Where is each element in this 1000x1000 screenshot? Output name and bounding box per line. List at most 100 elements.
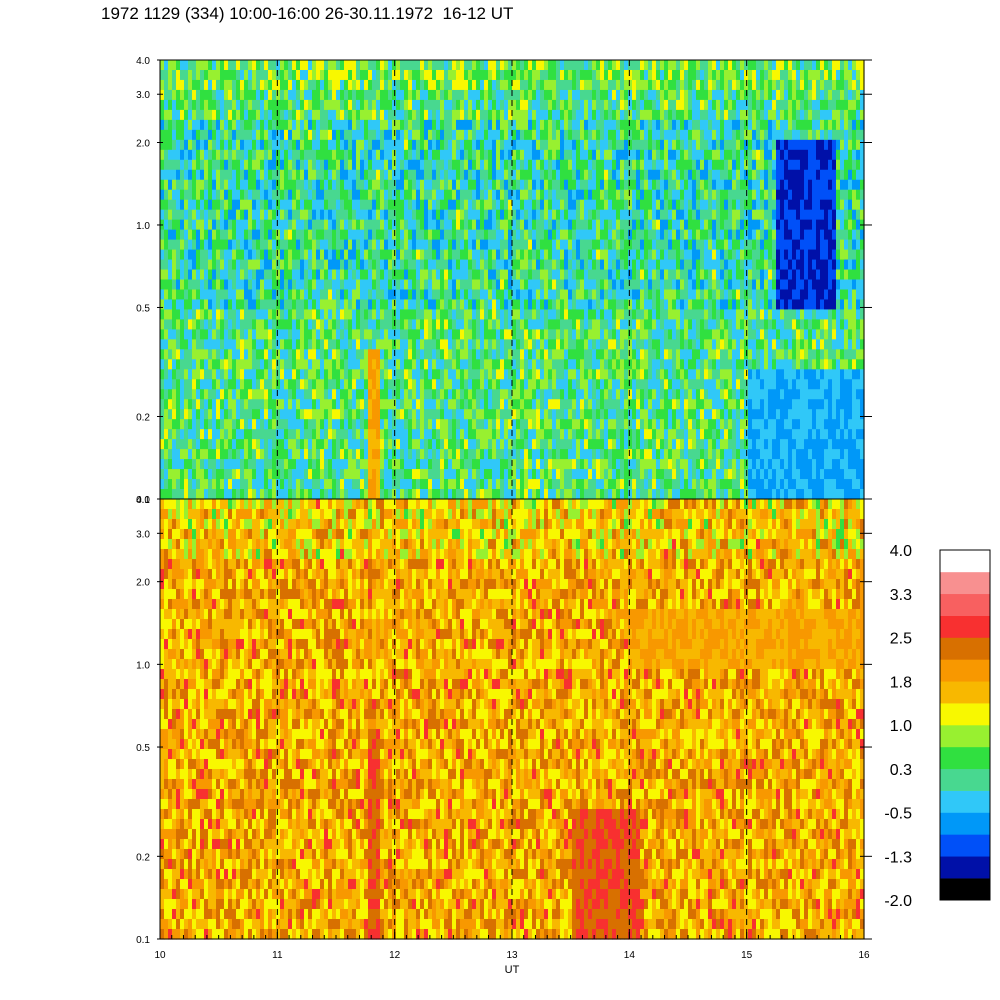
heatmap-cell [204, 119, 209, 131]
heatmap-cell [364, 359, 369, 370]
heatmap-cell [412, 489, 417, 500]
heatmap-cell [204, 289, 209, 301]
heatmap-cell [332, 319, 337, 330]
heatmap-cell [396, 239, 401, 251]
heatmap-cell [488, 229, 493, 241]
heatmap-cell [552, 109, 557, 121]
heatmap-cell [544, 259, 549, 271]
heatmap-cell [396, 459, 401, 470]
heatmap-cell [400, 189, 405, 201]
heatmap-cell [568, 119, 573, 131]
heatmap-cell [596, 299, 601, 311]
heatmap-cell [484, 139, 489, 151]
heatmap-cell [224, 219, 229, 231]
heatmap-cell [272, 449, 277, 460]
heatmap-cell [348, 269, 353, 281]
heatmap-cell [356, 399, 361, 410]
heatmap-cell [440, 189, 445, 201]
heatmap-cell [612, 289, 617, 301]
heatmap-cell [316, 99, 321, 111]
heatmap-cell [168, 149, 173, 161]
heatmap-cell [324, 149, 329, 161]
heatmap-cell [576, 379, 581, 390]
heatmap-cell [528, 129, 533, 141]
heatmap-cell [544, 219, 549, 231]
heatmap-cell [448, 139, 453, 151]
heatmap-cell [276, 479, 281, 490]
heatmap-cell [316, 69, 321, 81]
heatmap-cell [360, 389, 365, 400]
heatmap-cell [356, 219, 361, 231]
heatmap-cell [544, 449, 549, 460]
heatmap-cell [208, 199, 213, 211]
heatmap-cell [540, 389, 545, 400]
heatmap-cell [312, 119, 317, 131]
heatmap-cell [564, 239, 569, 251]
heatmap-cell [460, 179, 465, 191]
heatmap-cell [180, 349, 185, 360]
heatmap-cell [560, 409, 565, 420]
heatmap-cell [512, 149, 517, 161]
heatmap-cell [464, 429, 469, 440]
heatmap-cell [348, 439, 353, 450]
heatmap-cell [476, 279, 481, 291]
heatmap-cell [488, 199, 493, 211]
heatmap-cell [584, 199, 589, 211]
heatmap-cell [564, 379, 569, 390]
heatmap-cell [196, 79, 201, 91]
heatmap-cell [444, 209, 449, 221]
heatmap-cell [608, 409, 613, 420]
heatmap-cell [164, 489, 169, 500]
heatmap-cell [520, 239, 525, 251]
heatmap-cell [528, 219, 533, 231]
heatmap-cell [420, 69, 425, 81]
heatmap-cell [568, 479, 573, 490]
heatmap-cell [536, 429, 541, 440]
heatmap-cell [432, 409, 437, 420]
heatmap-cell [212, 449, 217, 460]
heatmap-cell [588, 99, 593, 111]
heatmap-cell [184, 189, 189, 201]
heatmap-cell [164, 409, 169, 420]
heatmap-cell [240, 429, 245, 440]
heatmap-cell [356, 89, 361, 101]
heatmap-cell [552, 329, 557, 340]
heatmap-cell [352, 69, 357, 81]
heatmap-cell [440, 359, 445, 370]
heatmap-cell [492, 259, 497, 271]
heatmap-cell [384, 419, 389, 430]
heatmap-cell [568, 129, 573, 141]
heatmap-cell [592, 159, 597, 171]
heatmap-cell [164, 419, 169, 430]
heatmap-cell [512, 169, 517, 181]
heatmap-cell [356, 60, 361, 71]
heatmap-cell [608, 329, 613, 340]
heatmap-cell [484, 199, 489, 211]
heatmap-cell [560, 449, 565, 460]
heatmap-cell [188, 279, 193, 291]
heatmap-cell [564, 189, 569, 201]
heatmap-cell [316, 199, 321, 211]
heatmap-cell [596, 369, 601, 380]
heatmap-cell [416, 489, 421, 500]
heatmap-cell [472, 469, 477, 480]
heatmap-cell [212, 259, 217, 271]
heatmap-cell [572, 469, 577, 480]
heatmap-cell [564, 299, 569, 311]
heatmap-cell [512, 279, 517, 291]
heatmap-cell [500, 89, 505, 101]
heatmap-cell [512, 379, 517, 390]
heatmap-cell [500, 139, 505, 151]
heatmap-cell [308, 439, 313, 450]
heatmap-cell [324, 289, 329, 301]
heatmap-cell [592, 409, 597, 420]
heatmap-cell [432, 319, 437, 330]
heatmap-cell [192, 179, 197, 191]
heatmap-cell [352, 169, 357, 181]
heatmap-cell [376, 139, 381, 151]
heatmap-cell [512, 309, 517, 321]
heatmap-cell [216, 269, 221, 281]
heatmap-cell [492, 459, 497, 470]
heatmap-cell [532, 229, 537, 241]
heatmap-cell [484, 169, 489, 181]
